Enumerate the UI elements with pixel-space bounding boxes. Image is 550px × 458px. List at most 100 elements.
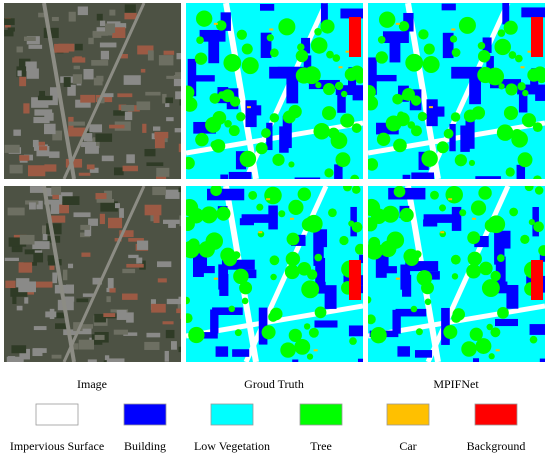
tree <box>194 52 208 65</box>
roof <box>36 200 43 210</box>
roof <box>51 186 62 195</box>
building <box>516 164 526 179</box>
roof <box>8 237 27 247</box>
roof <box>126 263 144 268</box>
building <box>282 115 292 149</box>
roof <box>113 167 124 176</box>
tree <box>415 328 423 336</box>
roof <box>137 45 154 55</box>
roof <box>109 9 116 16</box>
building <box>469 78 481 105</box>
roof <box>7 27 15 32</box>
building <box>506 284 519 309</box>
tree <box>295 49 309 63</box>
tree <box>261 325 276 340</box>
roof <box>176 53 181 60</box>
building <box>221 259 255 270</box>
tree <box>538 245 545 256</box>
tree <box>368 95 379 111</box>
roof <box>94 334 105 340</box>
roof <box>28 44 43 49</box>
roof <box>50 203 60 214</box>
roof <box>73 322 83 332</box>
car <box>428 106 433 109</box>
tree <box>467 251 482 267</box>
roof <box>35 281 53 288</box>
tree <box>195 132 209 147</box>
legend-label: Tree <box>310 439 332 453</box>
building <box>388 187 426 200</box>
tree <box>321 106 337 121</box>
roof <box>24 297 29 304</box>
roof <box>74 43 83 51</box>
roof <box>83 68 94 80</box>
tree <box>186 216 195 231</box>
building <box>519 91 527 112</box>
tree <box>285 251 301 267</box>
tree <box>454 154 467 167</box>
building <box>315 257 326 285</box>
building <box>472 358 480 362</box>
roof <box>96 27 112 34</box>
car <box>495 349 500 352</box>
tree <box>187 238 200 251</box>
roof <box>23 36 36 42</box>
tree <box>402 87 415 101</box>
building <box>373 74 397 82</box>
roof <box>75 99 91 108</box>
tree <box>368 198 381 217</box>
background-area <box>349 260 361 300</box>
tree <box>248 190 258 200</box>
tree <box>407 121 416 129</box>
roof <box>119 208 124 218</box>
tree <box>186 313 193 324</box>
background-area <box>349 17 361 57</box>
building <box>423 219 438 227</box>
roof <box>153 215 160 223</box>
tree <box>269 255 280 266</box>
roof <box>142 123 147 133</box>
tree <box>210 140 219 149</box>
roof <box>42 233 48 241</box>
tree <box>288 328 302 342</box>
tree <box>322 82 336 96</box>
roof <box>7 356 16 362</box>
tree <box>517 82 526 91</box>
road <box>223 3 259 179</box>
roof <box>63 77 71 87</box>
roof <box>51 16 59 22</box>
tree <box>479 261 493 276</box>
tree <box>443 325 458 340</box>
building <box>529 324 545 335</box>
building <box>303 55 312 73</box>
roof <box>175 72 181 76</box>
tree <box>314 28 322 36</box>
tree <box>221 89 235 103</box>
car <box>266 198 271 201</box>
building <box>539 358 545 362</box>
roof <box>74 56 82 63</box>
tree <box>326 50 334 59</box>
roof <box>33 141 46 146</box>
roof <box>65 158 83 168</box>
building <box>535 92 545 101</box>
roof <box>122 268 136 274</box>
roof <box>63 296 75 302</box>
tree <box>496 254 505 263</box>
tree <box>450 112 461 122</box>
tree <box>377 35 386 44</box>
tree <box>521 113 537 128</box>
car <box>395 277 400 280</box>
tree <box>534 186 544 195</box>
tree <box>439 204 447 212</box>
roof <box>4 29 14 37</box>
tree <box>416 270 433 286</box>
tree <box>533 175 542 179</box>
building <box>334 164 343 179</box>
tree <box>423 43 435 55</box>
roof <box>86 164 95 170</box>
roof <box>31 97 49 108</box>
legend-swatch <box>210 403 254 426</box>
roof <box>67 84 76 96</box>
tree <box>375 51 388 64</box>
